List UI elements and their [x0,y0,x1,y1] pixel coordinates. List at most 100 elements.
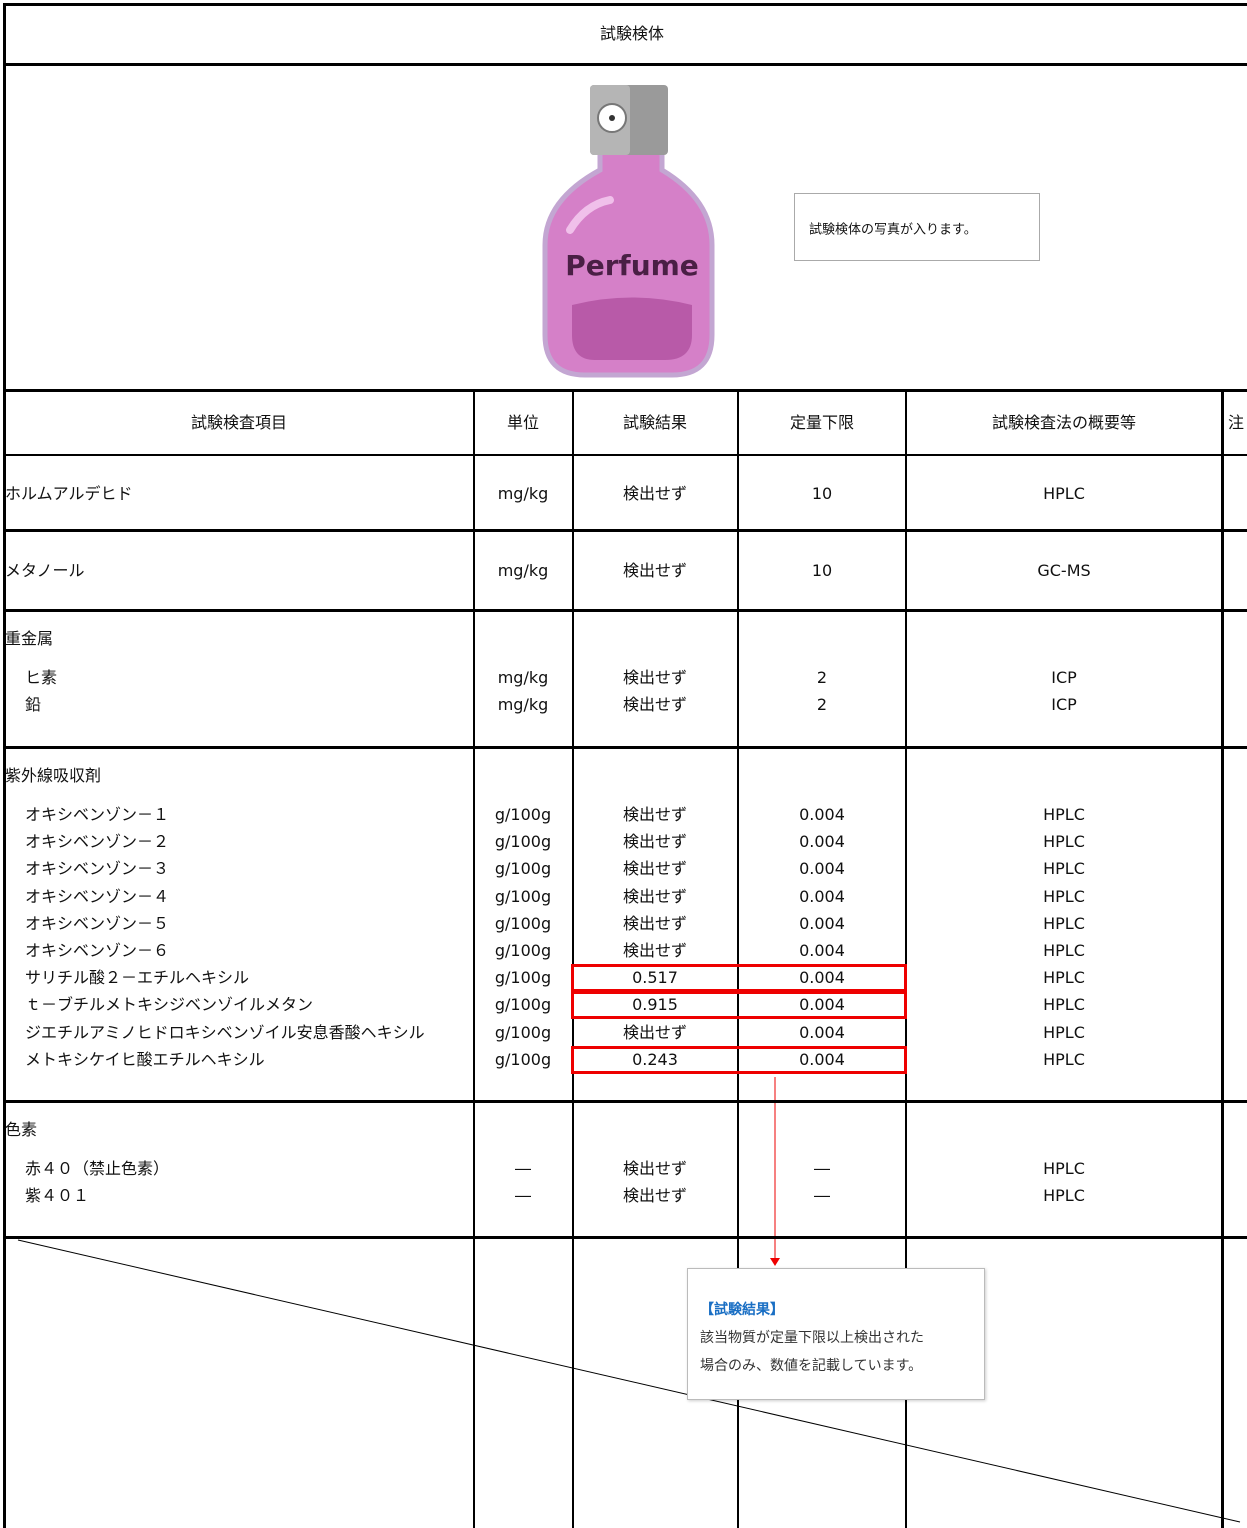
group-name: 色素 [5,1120,38,1139]
item-name: メタノール [5,561,85,580]
group-name: 紫外線吸収剤 [5,766,102,785]
group-name: 重金属 [5,629,54,648]
item-name: オキシベンゾン－５ [25,913,170,933]
result: 検出せず [622,832,688,852]
limit: 0.004 [799,1022,845,1042]
limit: 0.004 [799,941,845,960]
method: HPLC [1043,968,1085,988]
result: 検出せず [622,483,688,503]
row-border [3,388,1247,392]
callout-title: 【試験結果】 [700,1302,784,1318]
method: ICP [1051,668,1077,687]
unit: ― [515,1186,531,1206]
limit: ― [814,1159,830,1178]
unit: g/100g [494,805,552,824]
highlight-box [571,1045,907,1074]
column-header: 注 [1228,413,1245,432]
limit: 0.004 [799,859,845,879]
row-border [3,608,1247,612]
result: 0.243 [632,1049,678,1069]
unit: mg/kg [497,695,549,715]
bottle-illustration: Perfume [542,85,715,378]
limit: 0.004 [799,968,845,988]
row-border [3,454,1247,456]
unit: mg/kg [497,561,549,580]
method: ICP [1051,695,1077,715]
method: HPLC [1043,995,1085,1015]
item-name: ジエチルアミノヒドロキシベンゾイル安息香酸ヘキシル [25,1022,425,1042]
unit: g/100g [494,968,552,988]
title: 試験検体 [599,24,665,43]
item-name: サリチル酸２－エチルヘキシル [25,968,250,988]
column-border [1220,390,1224,1528]
method: HPLC [1043,913,1085,933]
result: 検出せず [622,805,688,824]
method: HPLC [1043,483,1085,503]
item-name: オキシベンゾン－１ [25,805,170,824]
item-name: 紫４０１ [25,1186,90,1206]
method: HPLC [1043,859,1085,879]
result: 検出せず [622,913,688,933]
callout: 【試験結果】 該当物質が定量下限以上検出された 場合のみ、数値を記載しています。 [687,1268,985,1400]
column-header: 試験検査法の概要等 [991,413,1137,432]
limit: 10 [811,561,833,580]
callout-line: 場合のみ、数値を記載しています。 [700,1358,923,1374]
method: HPLC [1043,1186,1085,1206]
item-name: オキシベンゾン－２ [25,832,170,852]
limit: ― [814,1186,830,1206]
unit: g/100g [494,913,552,933]
item-name: オキシベンゾン－４ [25,886,170,906]
result: 検出せず [622,1186,688,1206]
item-name: ホルムアルデヒド [5,483,133,503]
unit: g/100g [494,995,552,1015]
column-border [905,390,907,1528]
limit: 0.004 [799,913,845,933]
result: 検出せず [622,561,688,580]
method: HPLC [1043,805,1085,824]
method: HPLC [1043,886,1085,906]
unit: g/100g [494,832,552,852]
item-name: オキシベンゾン－６ [25,941,170,960]
highlight-box [571,964,907,993]
item-name: ヒ素 [25,668,58,687]
row-border [3,3,1247,6]
result: 検出せず [622,668,688,687]
row-border [3,745,1247,749]
result: 検出せず [622,886,688,906]
limit: 0.004 [799,1049,845,1069]
item-name: ｔ－ブチルメトキシジベンゾイルメタン [25,995,314,1015]
bottle-label: Perfume [565,249,699,282]
limit: 0.004 [799,832,845,852]
method: HPLC [1043,941,1085,960]
result: 検出せず [622,695,688,715]
method: HPLC [1043,1022,1085,1042]
limit: 0.004 [799,886,845,906]
unit: mg/kg [497,483,549,503]
highlight-box [571,991,907,1020]
result: 検出せず [622,1022,688,1042]
column-border [572,390,574,1528]
photo-note: 試験検体の写真が入ります。 [794,193,1040,261]
result: 検出せず [622,1159,688,1178]
callout-arrow [770,1258,780,1266]
method: HPLC [1043,832,1085,852]
unit: ― [515,1159,531,1178]
column-header: 試験結果 [622,413,688,432]
limit: 0.004 [799,805,845,824]
method: HPLC [1043,1159,1085,1178]
unit: mg/kg [497,668,549,687]
unit: g/100g [494,1049,552,1069]
method: HPLC [1043,1049,1085,1069]
column-border [473,390,475,1528]
method: GC-MS [1037,561,1091,580]
item-name: メトキシケイヒ酸エチルヘキシル [25,1049,265,1069]
row-border [3,1099,1247,1103]
row-border [3,528,1247,532]
unit: g/100g [494,859,552,879]
item-name: オキシベンゾン－３ [25,859,170,879]
item-name: 赤４０（禁止色素） [25,1159,170,1178]
photo-note-text: 試験検体の写真が入ります。 [809,222,977,238]
limit: 0.004 [799,995,845,1015]
